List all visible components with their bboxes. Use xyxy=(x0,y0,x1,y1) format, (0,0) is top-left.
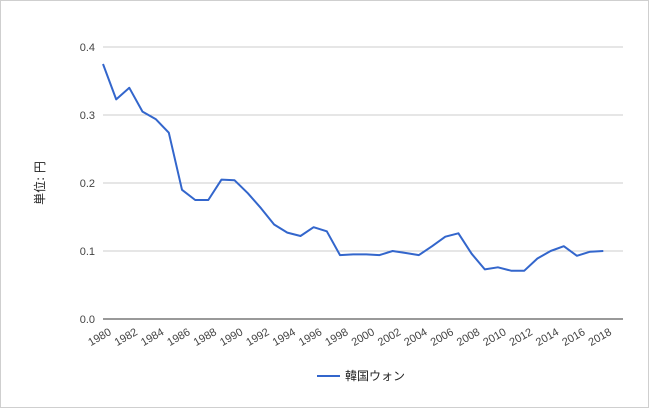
data-point[interactable] xyxy=(549,249,553,253)
data-point[interactable] xyxy=(206,198,210,202)
data-point[interactable] xyxy=(338,253,342,257)
x-tick-label: 1988 xyxy=(192,326,219,349)
data-point[interactable] xyxy=(351,252,355,256)
x-tick-label: 2006 xyxy=(429,326,456,349)
data-point[interactable] xyxy=(127,86,131,90)
y-tick-label: 0.2 xyxy=(80,178,95,190)
data-point[interactable] xyxy=(180,188,184,192)
data-point[interactable] xyxy=(154,117,158,121)
data-point[interactable] xyxy=(588,250,592,254)
data-point[interactable] xyxy=(233,178,237,182)
x-tick-label: 1980 xyxy=(86,326,113,349)
x-axis-ticks: 1980 1982 1984 1986 1988 1990 1992 1994 1996 1998… xyxy=(86,326,613,349)
data-point[interactable] xyxy=(417,253,421,257)
x-tick-label: 1990 xyxy=(218,326,245,349)
x-tick-label: 2004 xyxy=(402,326,429,349)
data-point[interactable] xyxy=(364,252,368,256)
data-point[interactable] xyxy=(483,267,487,271)
data-point[interactable] xyxy=(325,229,329,233)
x-tick-label: 1982 xyxy=(113,326,140,349)
x-tick-label: 2016 xyxy=(560,326,587,349)
data-point[interactable] xyxy=(562,244,566,248)
data-point[interactable] xyxy=(470,252,474,256)
data-point[interactable] xyxy=(575,254,579,258)
data-point[interactable] xyxy=(193,198,197,202)
data-point[interactable] xyxy=(535,257,539,261)
data-point[interactable] xyxy=(601,249,605,253)
data-point[interactable] xyxy=(522,269,526,273)
y-tick-label: 0.0 xyxy=(80,314,95,326)
data-point[interactable] xyxy=(246,191,250,195)
legend[interactable]: 韓国ウォン xyxy=(317,369,405,383)
data-point[interactable] xyxy=(114,97,118,101)
x-tick-label: 1994 xyxy=(271,326,298,349)
y-axis-ticks: 0.0 0.1 0.2 0.3 0.4 xyxy=(80,42,95,326)
data-point[interactable] xyxy=(509,269,513,273)
legend-label: 韓国ウォン xyxy=(345,369,405,383)
series-layer xyxy=(101,62,605,273)
data-point[interactable] xyxy=(141,110,145,114)
data-point[interactable] xyxy=(272,223,276,227)
y-tick-label: 0.4 xyxy=(80,42,95,54)
data-point[interactable] xyxy=(430,244,434,248)
x-tick-label: 1992 xyxy=(244,326,271,349)
gridlines xyxy=(103,46,623,320)
data-point[interactable] xyxy=(391,249,395,253)
y-tick-label: 0.1 xyxy=(80,246,95,258)
x-tick-label: 2018 xyxy=(587,326,614,349)
x-tick-label: 1984 xyxy=(139,326,166,349)
data-point[interactable] xyxy=(259,206,263,210)
x-tick-label: 1986 xyxy=(165,326,192,349)
x-tick-label: 1998 xyxy=(323,326,350,349)
y-axis-label: 単位: 円 xyxy=(32,161,47,205)
y-tick-label: 0.3 xyxy=(80,110,95,122)
x-tick-label: 2000 xyxy=(350,326,377,349)
data-point[interactable] xyxy=(312,225,316,229)
x-tick-label: 1996 xyxy=(297,326,324,349)
data-point[interactable] xyxy=(285,231,289,235)
x-tick-label: 2008 xyxy=(455,326,482,349)
data-point[interactable] xyxy=(101,62,105,66)
series-line[interactable] xyxy=(102,63,604,272)
data-point[interactable] xyxy=(167,131,171,135)
x-tick-label: 2010 xyxy=(481,326,508,349)
data-point[interactable] xyxy=(456,231,460,235)
x-tick-label: 2002 xyxy=(376,326,403,349)
x-tick-label: 2012 xyxy=(508,326,535,349)
data-point[interactable] xyxy=(443,235,447,239)
data-point[interactable] xyxy=(220,178,224,182)
data-point[interactable] xyxy=(496,265,500,269)
data-point[interactable] xyxy=(404,251,408,255)
data-point[interactable] xyxy=(378,253,382,257)
data-point[interactable] xyxy=(299,234,303,238)
x-tick-label: 2014 xyxy=(534,326,561,349)
